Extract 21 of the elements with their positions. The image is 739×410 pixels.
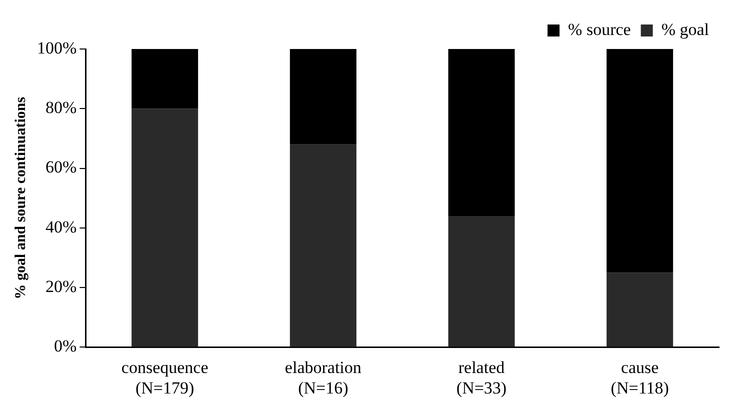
y-tick-label: 80% bbox=[45, 98, 77, 118]
y-axis-title: % goal and soure continuations bbox=[12, 96, 29, 300]
x-tick-label: elaboration (N=16) bbox=[284, 358, 362, 398]
y-tick-label: 60% bbox=[45, 158, 77, 177]
bar bbox=[606, 272, 674, 347]
x-tick-label: consequence (N=179) bbox=[121, 358, 208, 398]
x-tick-label: related (N=33) bbox=[456, 358, 507, 398]
bar bbox=[290, 144, 356, 347]
legend-label: % goal bbox=[661, 20, 710, 39]
x-tick-label: cause (N=118) bbox=[610, 358, 669, 398]
bar bbox=[132, 49, 198, 109]
y-tick-label: 0% bbox=[54, 336, 77, 356]
y-tick-label: 100% bbox=[36, 38, 77, 58]
bar bbox=[606, 49, 674, 273]
bar bbox=[132, 108, 198, 347]
legend-label: % source bbox=[568, 20, 631, 39]
bar bbox=[290, 49, 356, 144]
y-tick-label: 40% bbox=[45, 217, 77, 236]
y-tick-label: 20% bbox=[45, 277, 77, 296]
bar bbox=[448, 49, 515, 216]
bar bbox=[448, 216, 515, 347]
